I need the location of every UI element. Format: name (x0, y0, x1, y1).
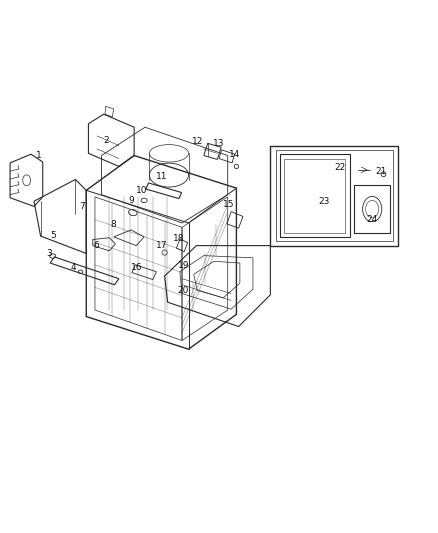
Text: 15: 15 (223, 200, 234, 209)
Text: 11: 11 (156, 172, 167, 181)
Text: 6: 6 (93, 241, 99, 250)
Text: 20: 20 (178, 286, 189, 295)
Text: 24: 24 (367, 215, 378, 224)
Text: 21: 21 (375, 167, 387, 176)
Text: 13: 13 (213, 139, 225, 148)
Text: 19: 19 (177, 261, 189, 270)
Text: 17: 17 (156, 241, 167, 250)
Text: 4: 4 (71, 263, 76, 272)
Text: 22: 22 (334, 163, 346, 172)
Text: 14: 14 (229, 150, 240, 159)
Text: 3: 3 (46, 249, 52, 258)
Text: 12: 12 (192, 136, 204, 146)
Text: 10: 10 (136, 186, 147, 195)
Text: 1: 1 (35, 151, 41, 160)
Text: 5: 5 (50, 231, 56, 240)
Text: 7: 7 (79, 202, 85, 211)
Text: 18: 18 (173, 234, 185, 243)
Text: 23: 23 (318, 197, 330, 206)
Text: 9: 9 (128, 196, 134, 205)
Text: 2: 2 (103, 136, 109, 145)
Text: 16: 16 (131, 263, 143, 272)
Text: 8: 8 (111, 220, 117, 229)
